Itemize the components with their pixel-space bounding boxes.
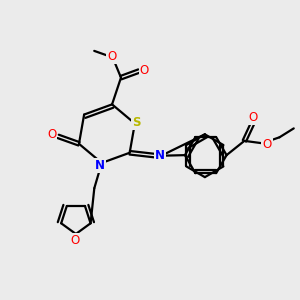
Text: O: O	[70, 234, 79, 247]
Text: N: N	[155, 149, 165, 162]
Text: S: S	[132, 116, 141, 129]
Text: O: O	[262, 138, 272, 151]
Text: N: N	[95, 159, 105, 172]
Text: O: O	[248, 111, 257, 124]
Text: O: O	[140, 64, 149, 77]
Text: O: O	[107, 50, 117, 63]
Text: O: O	[47, 128, 56, 140]
